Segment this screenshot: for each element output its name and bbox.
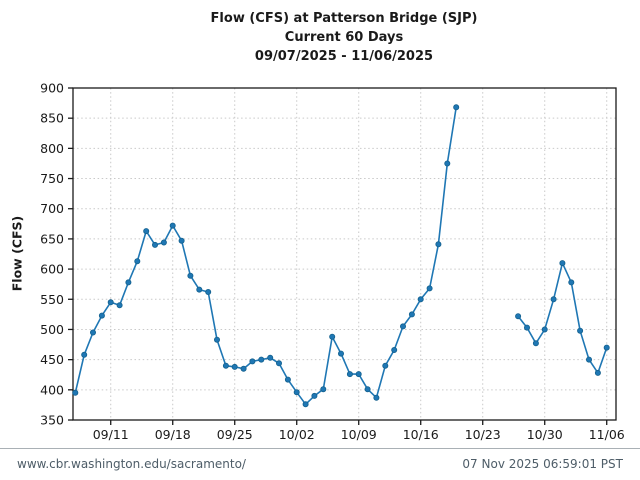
data-point	[346, 371, 353, 378]
x-tick-label: 09/25	[217, 427, 253, 442]
data-point	[284, 376, 291, 383]
x-tick-label: 10/30	[527, 427, 563, 442]
data-point	[90, 329, 97, 336]
data-point	[577, 327, 584, 334]
chart-title-line1: Flow (CFS) at Patterson Bridge (SJP)	[210, 11, 478, 26]
data-point	[160, 239, 167, 246]
y-tick-label: 650	[40, 231, 64, 246]
data-point	[603, 344, 610, 351]
data-point	[426, 285, 433, 292]
footer-timestamp: 07 Nov 2025 06:59:01 PST	[462, 457, 623, 471]
y-tick-label: 700	[40, 201, 64, 216]
data-point	[231, 363, 238, 370]
chart-title: Flow (CFS) at Patterson Bridge (SJP) Cur…	[49, 9, 639, 66]
data-point	[72, 389, 79, 396]
data-point	[178, 237, 185, 244]
data-point	[267, 354, 274, 361]
data-point	[275, 360, 282, 367]
data-point	[196, 286, 203, 293]
y-tick-label: 500	[40, 322, 64, 337]
data-point	[337, 350, 344, 357]
data-point	[435, 241, 442, 248]
x-tick-label: 10/23	[465, 427, 501, 442]
data-point	[187, 272, 194, 279]
data-point	[293, 389, 300, 396]
data-point	[444, 160, 451, 167]
x-tick-label: 09/11	[93, 427, 129, 442]
data-point	[258, 356, 265, 363]
data-point	[222, 362, 229, 369]
footer-url: www.cbr.washington.edu/sacramento/	[17, 457, 246, 471]
footer: www.cbr.washington.edu/sacramento/ 07 No…	[0, 448, 640, 479]
chart-plot-area: 350 400 450 500 550 600 650 700 750 800 850 900 09/1…	[40, 81, 625, 443]
x-tick-label: 10/09	[341, 427, 377, 442]
data-point	[107, 299, 114, 306]
data-point	[373, 394, 380, 401]
data-point	[532, 340, 539, 347]
data-point	[213, 336, 220, 343]
data-point	[143, 228, 150, 235]
chart-title-line2: Current 60 Days	[284, 30, 404, 45]
data-point	[541, 326, 548, 333]
chart-title-line3: 09/07/2025 - 11/06/2025	[254, 49, 434, 64]
data-point	[134, 258, 141, 265]
data-point	[515, 313, 522, 320]
y-tick-label: 450	[40, 352, 64, 367]
y-tick-label: 900	[40, 81, 64, 96]
data-point	[417, 296, 424, 303]
data-point	[320, 386, 327, 393]
data-point	[329, 333, 336, 340]
data-point	[151, 241, 158, 248]
y-tick-label: 600	[40, 262, 64, 277]
data-point	[240, 365, 247, 372]
data-point	[81, 351, 88, 358]
data-point	[453, 104, 460, 111]
data-point	[205, 288, 212, 295]
y-tick-label: 750	[40, 171, 64, 186]
data-point	[568, 279, 575, 286]
data-point	[391, 346, 398, 353]
data-point	[559, 260, 566, 267]
data-point	[364, 386, 371, 393]
data-point	[524, 324, 531, 331]
data-point	[98, 312, 105, 319]
y-tick-label: 400	[40, 382, 64, 397]
data-point	[302, 401, 309, 408]
x-tick-label: 10/02	[279, 427, 315, 442]
data-point	[382, 362, 389, 369]
axis-frame	[72, 87, 617, 421]
data-point	[408, 311, 415, 318]
flow-chart: Flow (CFS) at Patterson Bridge (SJP) Cur…	[10, 9, 639, 443]
y-tick-label: 350	[40, 413, 64, 428]
y-tick-label: 850	[40, 111, 64, 126]
y-tick-label: 800	[40, 141, 64, 156]
data-point	[594, 369, 601, 376]
data-point	[399, 323, 406, 330]
data-point	[311, 392, 318, 399]
data-point	[249, 358, 256, 365]
flow-line-segment	[517, 262, 608, 374]
flow-line-segment	[74, 107, 457, 406]
y-tick-label: 550	[40, 292, 64, 307]
data-point	[550, 296, 557, 303]
x-tick-label: 11/06	[589, 427, 625, 442]
data-point	[169, 222, 176, 229]
data-point	[586, 356, 593, 363]
x-tick-label: 09/18	[155, 427, 191, 442]
data-point	[125, 279, 132, 286]
data-point	[355, 371, 362, 378]
data-point	[116, 302, 123, 309]
x-tick-label: 10/16	[403, 427, 439, 442]
